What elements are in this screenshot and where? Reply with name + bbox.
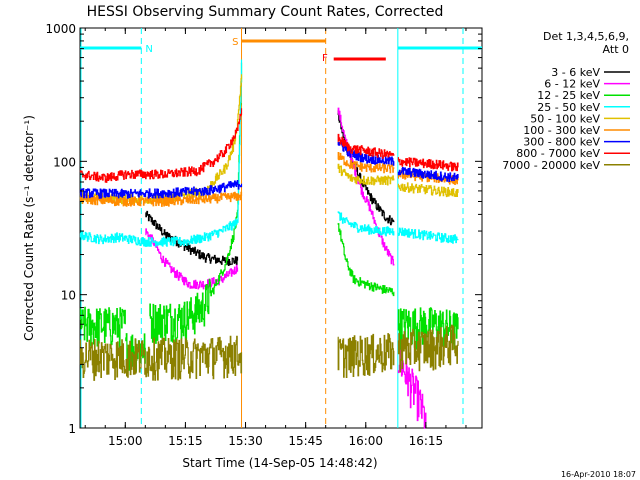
x-tick-label: 15:15	[168, 434, 203, 448]
series-line	[79, 191, 243, 207]
y-tick-label: 1000	[45, 22, 76, 36]
series-line	[79, 59, 243, 247]
y-axis-label: Corrected Count Rate (s⁻¹ detector⁻¹)	[22, 115, 36, 341]
plot-frame	[79, 27, 483, 429]
legend-label: 12 - 25 keV	[537, 89, 600, 102]
series-line	[397, 324, 459, 373]
series-line	[79, 335, 243, 381]
chart-title: HESSI Observing Summary Count Rates, Cor…	[87, 4, 444, 20]
series-8	[79, 108, 459, 183]
series-line	[145, 228, 239, 290]
legend-header-line-1: Det 1,3,4,5,6,9,	[543, 30, 629, 43]
series-5	[79, 74, 459, 205]
series-line	[397, 167, 459, 182]
x-tick-label: 16:00	[348, 434, 383, 448]
series-9	[79, 324, 459, 381]
x-tick-label: 15:45	[288, 434, 323, 448]
legend-label: 3 - 6 keV	[551, 66, 600, 79]
series-line	[149, 62, 243, 344]
legend-label: 6 - 12 keV	[544, 78, 600, 91]
flare-label: F	[322, 53, 328, 64]
legend-label: 800 - 7000 keV	[516, 147, 600, 160]
y-tick-label: 10	[61, 289, 76, 303]
y-tick-label: 100	[53, 155, 76, 169]
series-line	[397, 182, 459, 198]
legend-label: 100 - 300 keV	[523, 124, 600, 137]
series-line	[337, 133, 395, 159]
series-line	[79, 74, 243, 205]
series-line	[79, 108, 243, 183]
x-axis-label: Start Time (14-Sep-05 14:48:42)	[182, 456, 377, 470]
series-line	[397, 227, 459, 244]
series-line	[337, 152, 395, 174]
series-line	[337, 223, 395, 297]
series-line	[337, 211, 395, 237]
y-axis: 1 10 100 1000	[45, 22, 482, 436]
series-line	[337, 333, 395, 378]
legend-label: 50 - 100 keV	[530, 112, 600, 125]
legend-label: 25 - 50 keV	[537, 101, 600, 114]
y-tick-label: 1	[68, 422, 76, 436]
series-3	[79, 62, 459, 374]
series-line	[337, 163, 395, 186]
series-line	[145, 210, 239, 266]
series-line	[397, 157, 459, 172]
legend-label: 7000 - 20000 keV	[502, 159, 600, 172]
x-tick-label: 16:15	[409, 434, 444, 448]
legend-header-line-2: Att 0	[603, 43, 629, 56]
x-axis: 15:00 15:15 15:30 15:45 16:00 16:15	[84, 28, 467, 448]
x-tick-label: 15:00	[108, 434, 143, 448]
series-line	[79, 306, 126, 349]
night-label: N	[145, 44, 152, 55]
legend-label: 300 - 800 keV	[523, 136, 600, 149]
saa-label: S	[232, 37, 238, 48]
annotation-layer: N S F	[80, 28, 482, 428]
x-tick-label: 15:30	[228, 434, 263, 448]
series-4	[79, 59, 459, 247]
series-line	[79, 180, 243, 199]
footer-timestamp: 16-Apr-2010 18:07	[561, 470, 636, 479]
series-layer	[79, 59, 459, 429]
